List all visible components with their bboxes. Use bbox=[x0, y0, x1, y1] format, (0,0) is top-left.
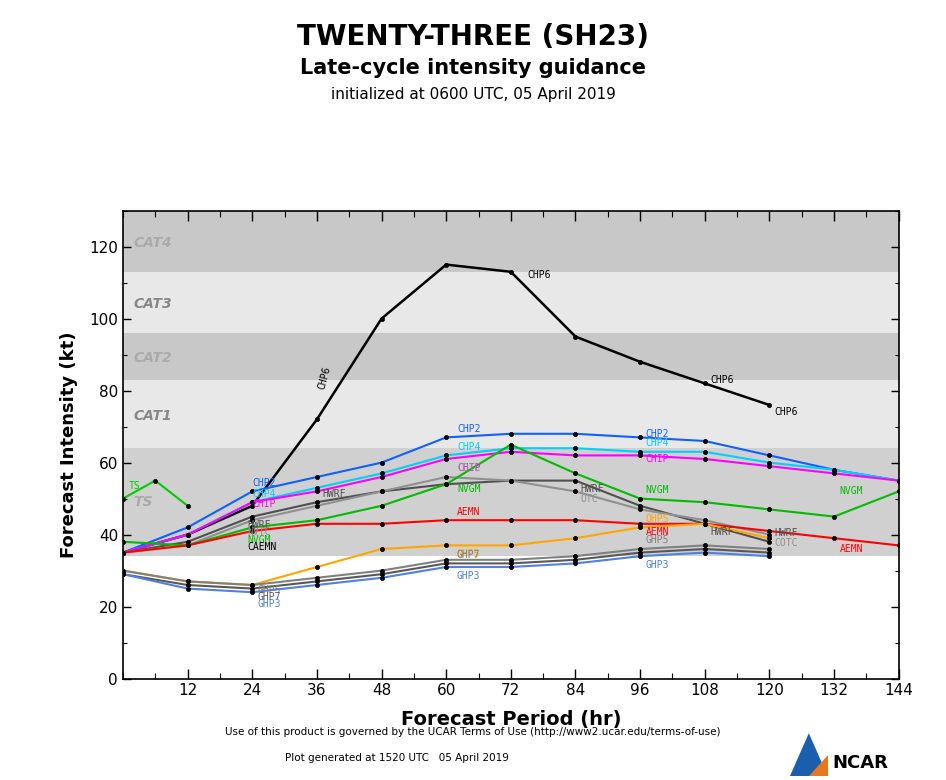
Text: GHP5: GHP5 bbox=[645, 535, 669, 545]
Text: TS: TS bbox=[133, 495, 153, 509]
Text: CHP2: CHP2 bbox=[457, 424, 481, 434]
Text: CAT4: CAT4 bbox=[133, 236, 172, 250]
Text: CHP6: CHP6 bbox=[527, 271, 551, 280]
Text: GHP7: GHP7 bbox=[457, 550, 481, 560]
Text: CAT1: CAT1 bbox=[133, 409, 172, 423]
Text: GHP5: GHP5 bbox=[257, 585, 281, 595]
Text: Plot generated at 1520 UTC   05 April 2019: Plot generated at 1520 UTC 05 April 2019 bbox=[286, 753, 509, 763]
Text: HWRF: HWRF bbox=[581, 484, 604, 495]
Text: CHP6: CHP6 bbox=[317, 365, 333, 391]
Bar bbox=[123, 333, 899, 380]
Y-axis label: Forecast Intensity (kt): Forecast Intensity (kt) bbox=[61, 332, 79, 558]
Text: CHP4: CHP4 bbox=[253, 488, 276, 498]
Text: COTC: COTC bbox=[775, 538, 798, 548]
Text: Use of this product is governed by the UCAR Terms of Use (http://www2.ucar.edu/t: Use of this product is governed by the U… bbox=[225, 727, 721, 737]
Text: TWENTY-THREE (SH23): TWENTY-THREE (SH23) bbox=[297, 23, 649, 51]
Bar bbox=[123, 271, 899, 333]
Text: NVGM: NVGM bbox=[645, 485, 669, 495]
Text: CAT3: CAT3 bbox=[133, 297, 172, 311]
Text: CHIP: CHIP bbox=[253, 499, 276, 509]
Text: CHP6: CHP6 bbox=[775, 407, 798, 417]
Bar bbox=[123, 211, 899, 271]
Text: OHP5: OHP5 bbox=[457, 549, 481, 559]
Text: initialized at 0600 UTC, 05 April 2019: initialized at 0600 UTC, 05 April 2019 bbox=[330, 87, 616, 102]
Text: HWRF: HWRF bbox=[775, 528, 798, 538]
Text: HWRF: HWRF bbox=[247, 520, 271, 530]
Text: GHP3: GHP3 bbox=[257, 599, 281, 609]
Bar bbox=[123, 380, 899, 448]
Text: Late-cycle intensity guidance: Late-cycle intensity guidance bbox=[300, 58, 646, 79]
Text: CHP6: CHP6 bbox=[710, 375, 734, 385]
Text: CHIP: CHIP bbox=[645, 454, 669, 464]
Text: CHP4: CHP4 bbox=[645, 438, 669, 448]
Text: NVTC: NVTC bbox=[247, 527, 271, 537]
Polygon shape bbox=[809, 755, 828, 776]
Text: NVGM: NVGM bbox=[247, 534, 271, 544]
Text: HWRF: HWRF bbox=[710, 527, 734, 537]
Text: CHP2: CHP2 bbox=[645, 429, 669, 439]
Text: AEMN: AEMN bbox=[839, 544, 863, 554]
Text: TS: TS bbox=[129, 481, 140, 491]
Text: CAT2: CAT2 bbox=[133, 351, 172, 365]
Text: CHIP: CHIP bbox=[457, 463, 481, 473]
Text: COTC: COTC bbox=[457, 463, 481, 473]
Text: GHP3: GHP3 bbox=[457, 571, 481, 580]
Bar bbox=[123, 448, 899, 556]
Text: NVGM: NVGM bbox=[839, 487, 863, 496]
Text: OHP5: OHP5 bbox=[645, 514, 669, 524]
Text: CHP4: CHP4 bbox=[457, 441, 481, 452]
Text: NVGM: NVGM bbox=[457, 484, 481, 495]
Text: CAEMN: CAEMN bbox=[247, 542, 276, 551]
Text: OTC: OTC bbox=[581, 494, 599, 504]
Polygon shape bbox=[790, 733, 828, 776]
Text: HWRF: HWRF bbox=[323, 488, 346, 498]
Text: AEMN: AEMN bbox=[645, 527, 669, 537]
Text: CHP2: CHP2 bbox=[253, 478, 276, 488]
Text: GHP7: GHP7 bbox=[257, 592, 281, 602]
Text: NCAR: NCAR bbox=[832, 754, 888, 772]
X-axis label: Forecast Period (hr): Forecast Period (hr) bbox=[400, 710, 622, 729]
Text: GHP3: GHP3 bbox=[645, 560, 669, 570]
Text: AEMN: AEMN bbox=[457, 506, 481, 516]
